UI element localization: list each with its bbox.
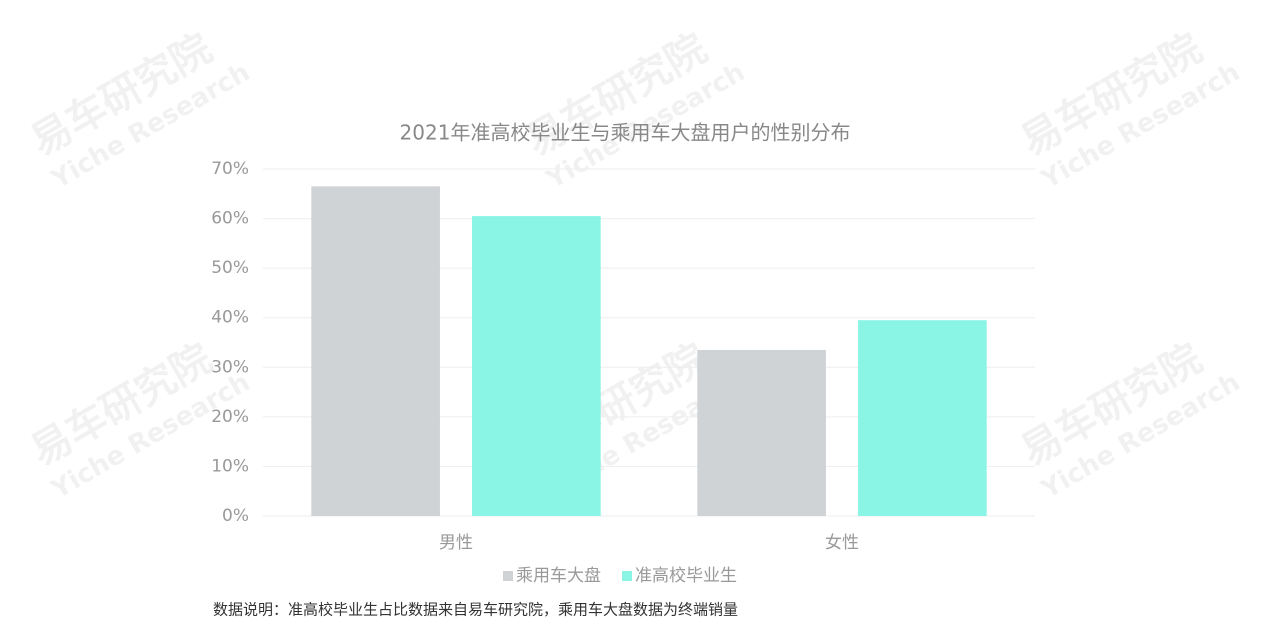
legend-label: 乘用车大盘 — [516, 566, 601, 586]
y-tick-label: 60% — [211, 209, 249, 229]
y-tick-label: 0% — [222, 506, 249, 526]
bar — [311, 186, 440, 516]
chart-title: 2021年准高校毕业生与乘用车大盘用户的性别分布 — [400, 121, 851, 145]
legend-swatch — [503, 571, 513, 581]
note: 数据说明：准高校毕业生占比数据来自易车研究院，乘用车大盘数据为终端销量 — [213, 601, 738, 619]
legend-label: 准高校毕业生 — [635, 566, 737, 586]
y-tick-label: 30% — [211, 357, 249, 377]
y-tick-label: 50% — [211, 258, 249, 278]
legend-swatch — [622, 571, 632, 581]
y-tick-label: 10% — [211, 456, 249, 476]
y-tick-label: 70% — [211, 159, 249, 179]
bar — [697, 349, 826, 516]
bar — [858, 320, 987, 516]
bar — [472, 216, 601, 517]
y-tick-label: 20% — [211, 407, 249, 427]
x-tick-label: 女性 — [825, 533, 859, 553]
y-tick-label: 40% — [211, 308, 249, 328]
x-tick-label: 男性 — [439, 533, 473, 553]
